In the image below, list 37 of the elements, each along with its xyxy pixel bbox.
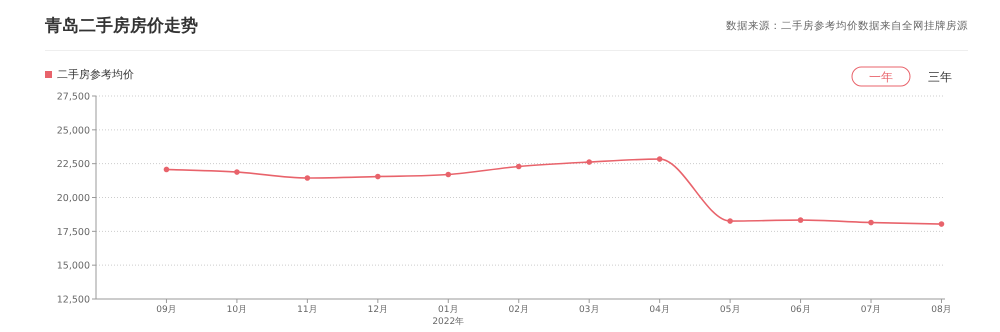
point bbox=[656, 156, 662, 162]
point bbox=[234, 169, 240, 175]
x-tick-label: 04月 bbox=[649, 305, 670, 315]
x-tick-label: 08月 bbox=[931, 305, 952, 315]
point bbox=[727, 218, 733, 224]
x-tick-label: 12月 bbox=[368, 305, 388, 315]
chart-title: 青岛二手房房价走势 bbox=[44, 16, 198, 36]
point bbox=[164, 166, 170, 172]
x-tick-label: 05月 bbox=[720, 305, 740, 315]
x-tick-label: 09月 bbox=[156, 305, 177, 315]
point bbox=[798, 217, 804, 223]
x-tick-label: 10月 bbox=[226, 305, 248, 315]
text: 三年 bbox=[928, 70, 952, 84]
x-tick-label: 07月 bbox=[860, 305, 882, 315]
y-tick-label: 20,000 bbox=[56, 193, 90, 204]
source-note: 数据来源：二手房参考均价数据来自全网挂牌房源 bbox=[726, 19, 968, 32]
point bbox=[304, 175, 310, 181]
point bbox=[375, 174, 381, 180]
x-tick-label: 02月 bbox=[508, 305, 529, 315]
text: 一年 bbox=[869, 70, 893, 84]
point bbox=[586, 159, 592, 165]
x-tick-label: 06月 bbox=[790, 305, 811, 315]
y-tick-label: 12,500 bbox=[56, 294, 90, 306]
point bbox=[938, 221, 944, 227]
point bbox=[445, 172, 452, 178]
x-tick-label: 03月 bbox=[578, 305, 600, 315]
text: 2022年 bbox=[432, 316, 464, 327]
point bbox=[516, 164, 522, 170]
y-tick-label: 15,000 bbox=[56, 260, 90, 272]
y-tick-label: 25,000 bbox=[56, 125, 90, 136]
legend-label: 二手房参考均价 bbox=[57, 68, 134, 81]
x-tick-label: 01月 bbox=[438, 305, 459, 315]
y-tick-label: 17,500 bbox=[56, 226, 90, 238]
x-tick-label: 11月 bbox=[297, 305, 318, 315]
point bbox=[868, 220, 874, 226]
y-tick-label: 27,500 bbox=[56, 92, 90, 102]
y-tick-label: 22,500 bbox=[56, 159, 90, 170]
